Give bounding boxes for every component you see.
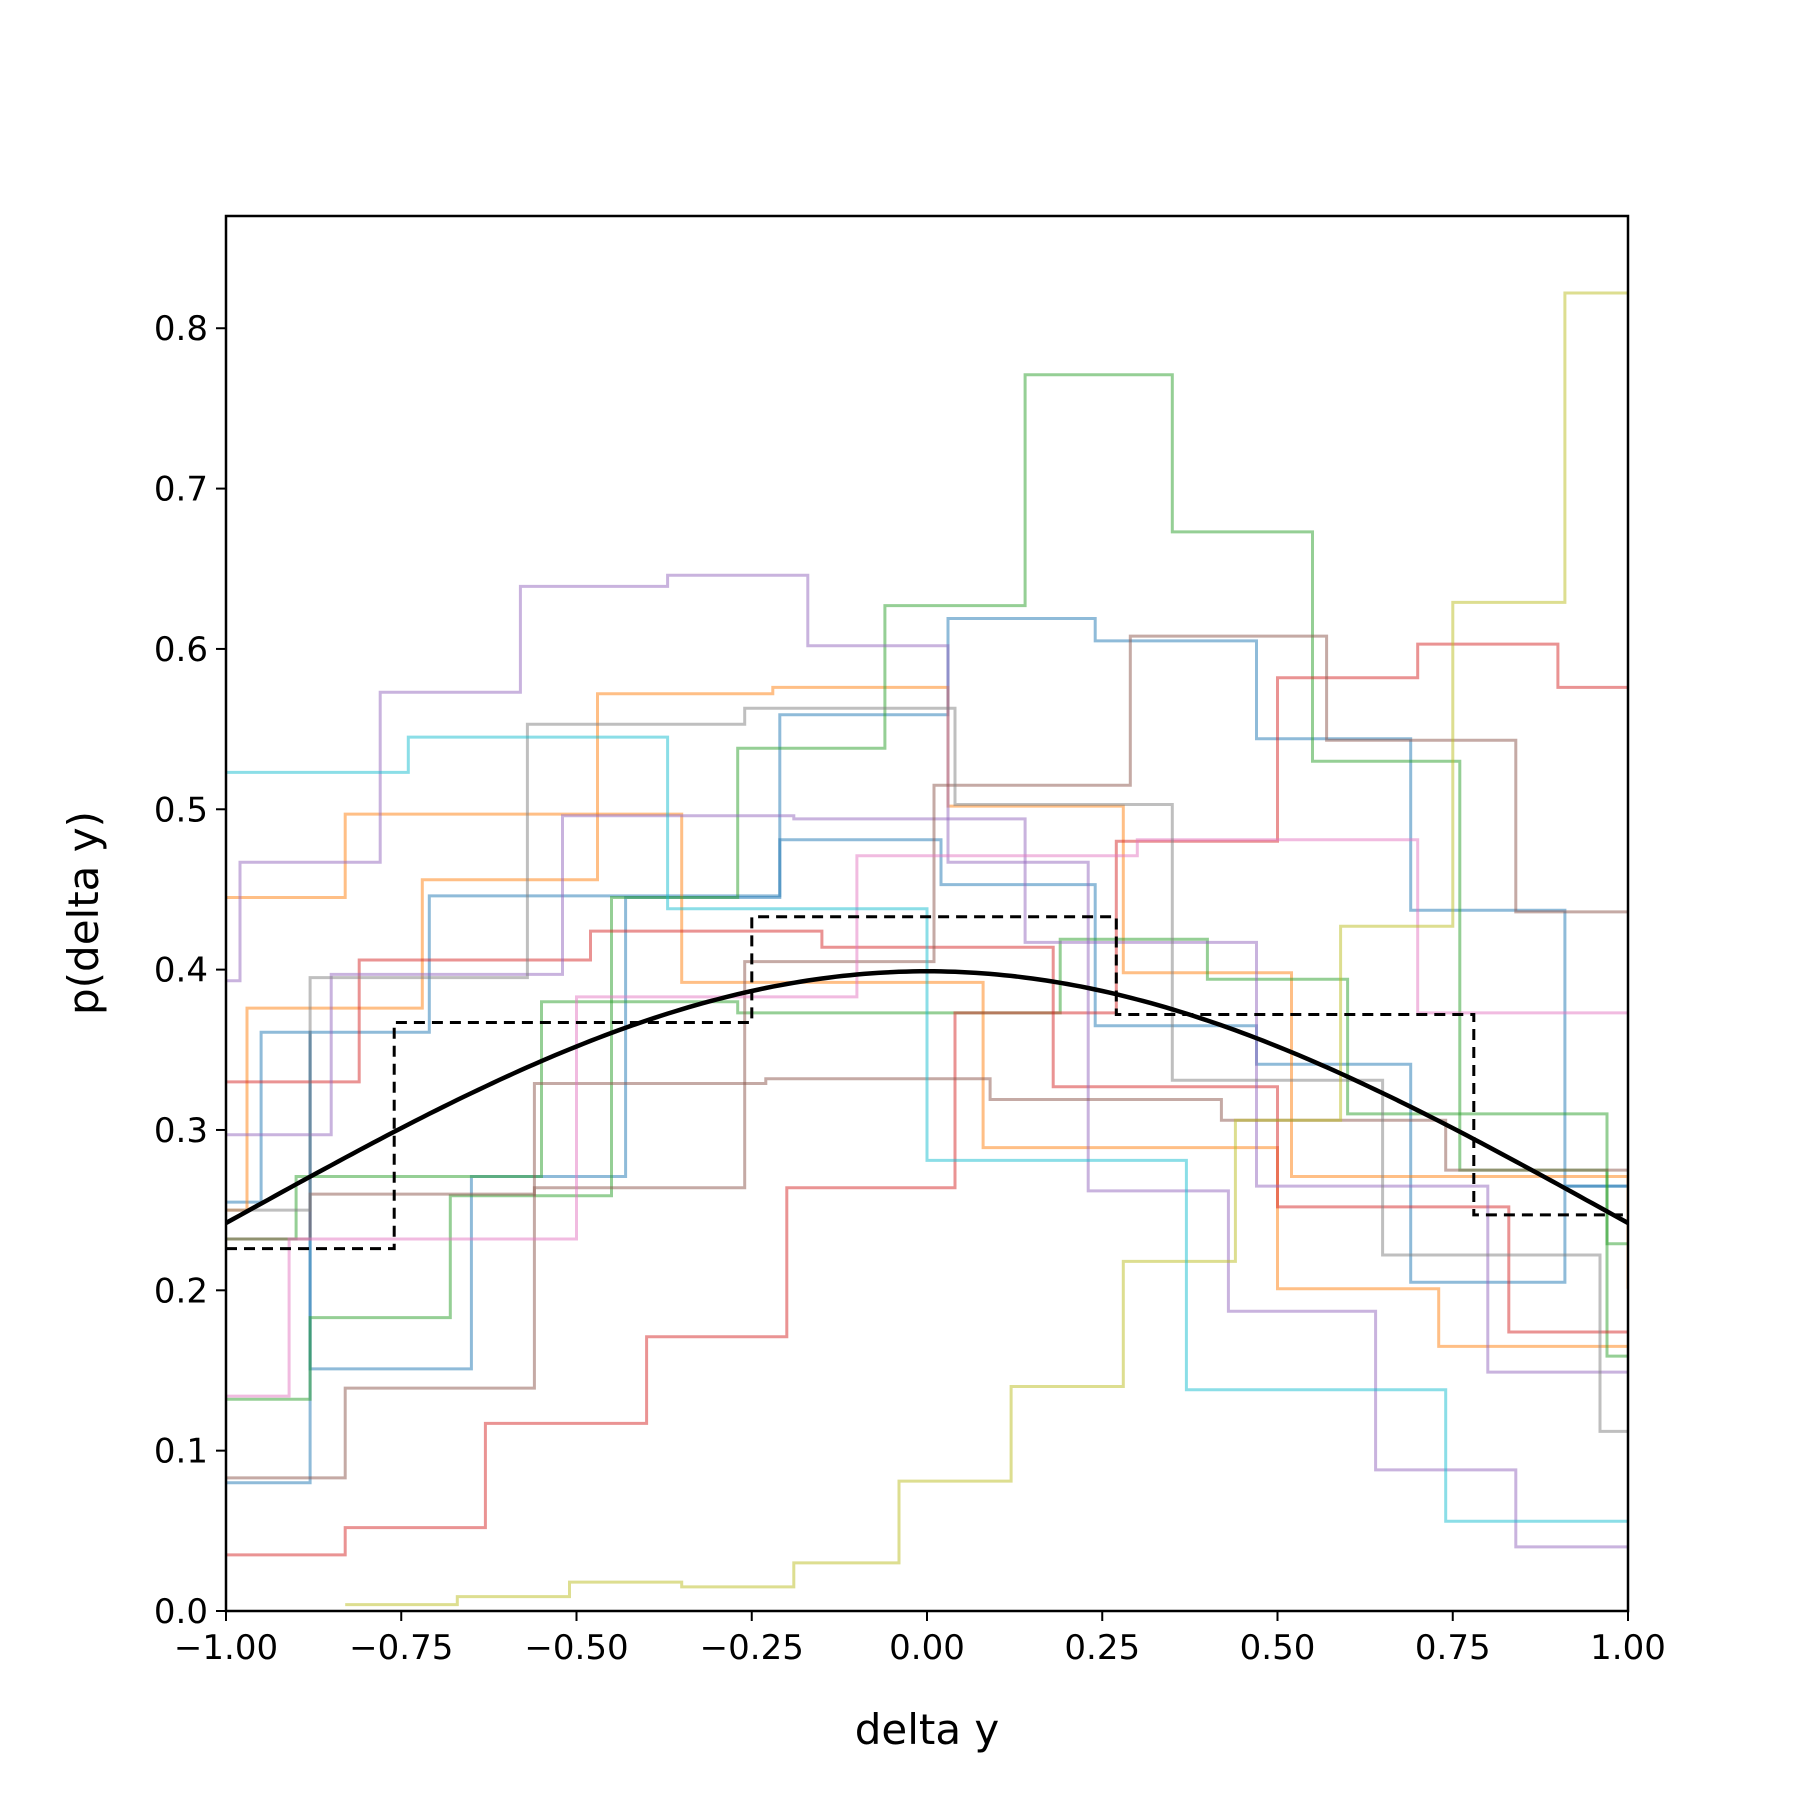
series-10-step bbox=[226, 814, 1628, 1374]
series-8-step bbox=[226, 929, 1628, 1334]
series-5-step bbox=[226, 373, 1628, 1401]
x-tick-label: 0.50 bbox=[1240, 1628, 1316, 1668]
x-tick-label: −0.75 bbox=[349, 1628, 453, 1668]
y-tick-label: 0.5 bbox=[154, 790, 208, 830]
series-18-curve bbox=[226, 969, 1628, 1225]
series-15-step bbox=[345, 291, 1628, 1607]
y-axis: 0.0 0.1 0.2 0.3 0.4 0.5 0.6 0.7 0.8 bbox=[154, 309, 226, 1632]
x-tick-label: −0.50 bbox=[524, 1628, 628, 1668]
series-12-step bbox=[226, 1077, 1628, 1241]
y-tick-label: 0.7 bbox=[154, 470, 208, 510]
x-axis-label: delta y bbox=[855, 1705, 1000, 1754]
series-11-step bbox=[226, 634, 1628, 1480]
series-14-step bbox=[226, 706, 1628, 1433]
x-tick-label: −1.00 bbox=[174, 1628, 278, 1668]
x-tick-label: 1.00 bbox=[1590, 1628, 1666, 1668]
x-tick-label: 0.25 bbox=[1064, 1628, 1140, 1668]
y-tick-label: 0.1 bbox=[154, 1432, 208, 1472]
y-axis-label: p(delta y) bbox=[59, 811, 108, 1015]
series-4-step bbox=[226, 685, 1628, 1289]
series-layer bbox=[226, 291, 1628, 1607]
y-tick-label: 0.3 bbox=[154, 1111, 208, 1151]
series-16-step bbox=[226, 735, 1628, 1523]
series-13-step bbox=[226, 838, 1628, 1398]
x-tick-label: 0.00 bbox=[889, 1628, 965, 1668]
y-tick-label: 0.0 bbox=[154, 1592, 208, 1632]
y-tick-label: 0.2 bbox=[154, 1271, 208, 1311]
series-7-step bbox=[226, 642, 1628, 1557]
y-tick-label: 0.8 bbox=[154, 309, 208, 349]
y-tick-label: 0.6 bbox=[154, 630, 208, 670]
x-axis: −1.00 −0.75 −0.50 −0.25 0.00 0.25 0.50 0.75 1.00 bbox=[174, 1611, 1666, 1668]
y-tick-label: 0.4 bbox=[154, 951, 208, 991]
x-tick-label: −0.25 bbox=[700, 1628, 804, 1668]
series-3-step bbox=[226, 812, 1628, 1348]
x-tick-label: 0.75 bbox=[1415, 1628, 1491, 1668]
